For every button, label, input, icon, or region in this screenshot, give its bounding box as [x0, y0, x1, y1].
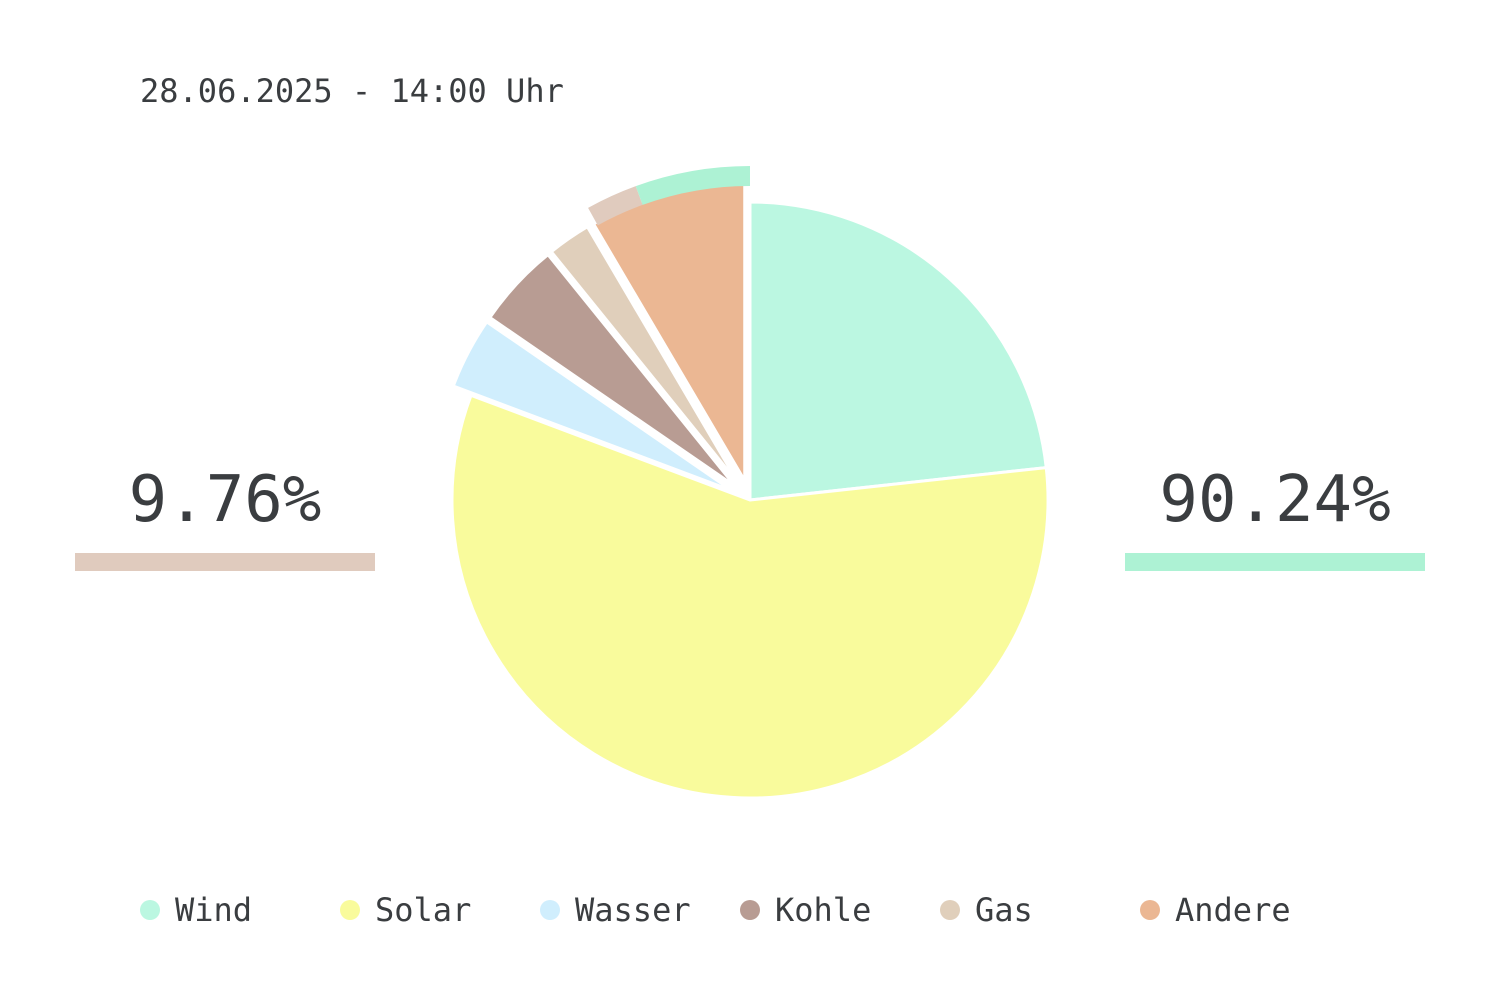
legend-dot-solar [340, 900, 360, 920]
legend-label-wind: Wind [175, 891, 253, 929]
legend-label-andere: Andere [1175, 891, 1291, 929]
legend-dot-andere [1140, 900, 1160, 920]
pie-slice-kohle [488, 253, 737, 488]
fossil-share-value: 9.76% [128, 463, 322, 537]
legend-label-kohle: Kohle [775, 891, 872, 929]
renewable-share-stat: 90.24% [1125, 462, 1425, 571]
fossil-share-stat: 9.76% [75, 462, 375, 571]
fossil-share-bar [75, 553, 375, 571]
legend-dot-wasser [540, 900, 560, 920]
legend-item-solar: Solar [340, 890, 471, 930]
timestamp: 28.06.2025 - 14:00 Uhr [140, 72, 564, 110]
renewable-share-bar [1125, 553, 1425, 571]
legend: Wind Solar Wasser Kohle Gas Andere [140, 890, 1340, 930]
legend-item-wind: Wind [140, 890, 252, 930]
outer-ring-renewable [635, 166, 751, 205]
pie-slice-gas [549, 225, 741, 486]
renewable-share-value: 90.24% [1159, 463, 1391, 537]
outer-ring-fossil [588, 186, 643, 226]
legend-dot-kohle [740, 900, 760, 920]
legend-item-kohle: Kohle [740, 890, 871, 930]
pie-slice-wind [748, 200, 1048, 502]
pie-slice-wasser [451, 320, 734, 493]
legend-item-wasser: Wasser [540, 890, 691, 930]
pie-slice-solar [450, 393, 1050, 800]
legend-item-andere: Andere [1140, 890, 1291, 930]
legend-label-solar: Solar [375, 891, 472, 929]
legend-dot-wind [140, 900, 160, 920]
legend-label-gas: Gas [975, 891, 1033, 929]
legend-label-wasser: Wasser [575, 891, 691, 929]
legend-item-gas: Gas [940, 890, 1033, 930]
legend-dot-gas [940, 900, 960, 920]
